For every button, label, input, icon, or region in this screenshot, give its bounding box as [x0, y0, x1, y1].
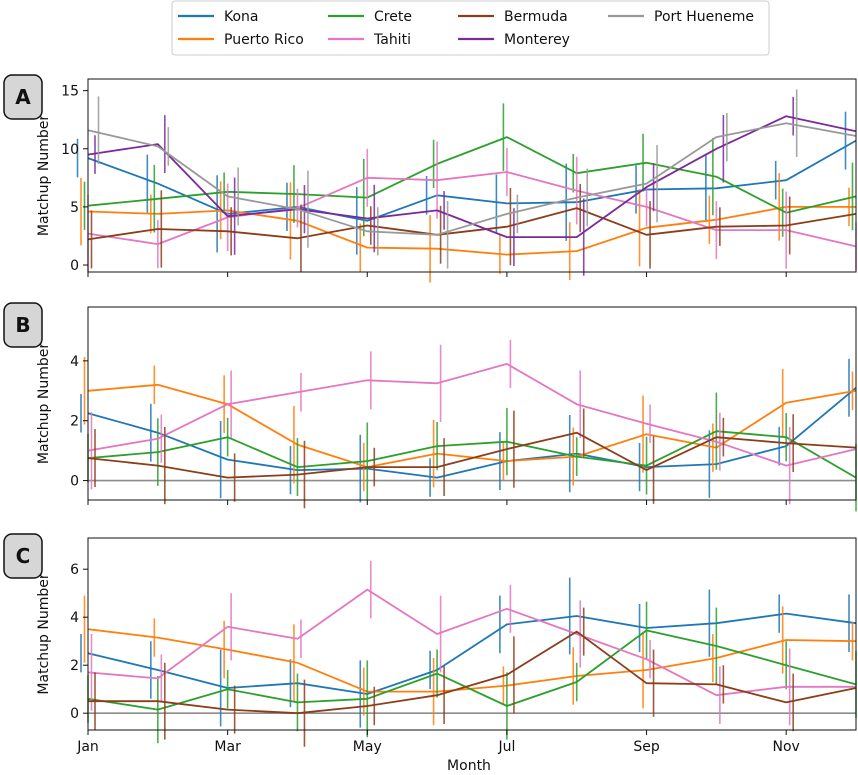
- series-monterey: [87, 96, 857, 276]
- series-line-kona: [87, 612, 857, 695]
- y-tick-label: 6: [70, 562, 79, 578]
- series-crete: [87, 392, 857, 512]
- y-tick-label: 0: [70, 258, 79, 274]
- legend-item-tahiti: Tahiti: [328, 32, 411, 48]
- series-crete: [83, 103, 857, 237]
- series-line-port-hueneme: [87, 122, 857, 236]
- x-tick-label: May: [353, 739, 382, 755]
- series-line-bermuda: [87, 207, 857, 241]
- series-line-crete: [87, 136, 857, 214]
- series-port-hueneme: [87, 89, 857, 269]
- legend-item-puerto-rico: Puerto Rico: [178, 32, 304, 48]
- series-line-tahiti: [87, 171, 857, 248]
- panel-b: 0 2 4 Matchup Number B: [3, 302, 857, 512]
- legend-label-puerto-rico: Puerto Rico: [224, 32, 304, 48]
- series-bermuda: [88, 607, 857, 747]
- series-tahiti: [87, 560, 856, 726]
- legend-item-port-hueneme: Port Hueneme: [608, 9, 754, 25]
- panel-label: B: [15, 313, 30, 337]
- legend: Kona Puerto Rico Crete Tahiti Bermuda Montere…: [171, 0, 770, 56]
- plot-frame: [87, 306, 857, 501]
- y-tick-label: 0: [70, 706, 79, 722]
- panel-label-box: [3, 533, 43, 579]
- plot-frame: [87, 537, 857, 731]
- legend-label-monterey: Monterey: [504, 32, 570, 48]
- series-line-crete: [87, 430, 857, 479]
- series-line-crete: [87, 629, 857, 711]
- series-kona: [80, 577, 857, 728]
- x-tick-label: Sep: [633, 739, 660, 755]
- legend-item-monterey: Monterey: [458, 32, 570, 48]
- series-line-puerto-rico: [87, 383, 857, 469]
- series-line-tahiti: [87, 362, 857, 467]
- panel-label-box: [3, 302, 43, 348]
- y-tick-label: 5: [70, 200, 79, 216]
- legend-label-tahiti: Tahiti: [373, 32, 411, 48]
- x-tick-label: Mar: [214, 739, 241, 755]
- x-tick-label: Jan: [76, 739, 99, 755]
- panel-c: 0 2 4 6 Jan Mar May Jul Sep Nov Matchup Number C: [3, 533, 857, 755]
- legend-label-port-hueneme: Port Hueneme: [654, 9, 754, 25]
- legend-item-bermuda: Bermuda: [458, 9, 568, 25]
- series-puerto-rico: [83, 357, 857, 492]
- panel-label: A: [15, 85, 31, 109]
- y-tick-label: 4: [70, 354, 79, 370]
- series-line-kona: [87, 387, 857, 479]
- panel-label-box: [3, 74, 43, 120]
- x-tick-label: Nov: [773, 739, 800, 755]
- panel-a: 0 5 10 15 Matchup Number A: [3, 74, 857, 283]
- legend-item-kona: Kona: [178, 9, 259, 25]
- legend-frame: [171, 0, 770, 56]
- series-tahiti: [87, 339, 857, 505]
- series-line-puerto-rico: [87, 628, 857, 693]
- y-tick-label: 2: [70, 414, 79, 430]
- x-tick-label: Jul: [497, 739, 515, 755]
- series-line-puerto-rico: [87, 205, 856, 256]
- series-line-kona: [87, 139, 857, 222]
- y-tick-label: 2: [70, 658, 79, 674]
- legend-label-crete: Crete: [374, 9, 412, 25]
- y-tick-label: 4: [70, 610, 79, 626]
- y-axis-label: Matchup Number: [36, 343, 52, 464]
- series-line-tahiti: [87, 588, 856, 697]
- series-puerto-rico: [83, 595, 857, 726]
- series-crete: [87, 601, 857, 744]
- y-axis-label: Matchup Number: [36, 573, 52, 694]
- series-line-bermuda: [88, 630, 857, 715]
- y-axis-label: Matchup Number: [36, 115, 52, 236]
- plot-frame: [87, 78, 857, 273]
- legend-label-bermuda: Bermuda: [504, 9, 568, 25]
- y-tick-label: 10: [61, 142, 79, 158]
- series-line-bermuda: [87, 431, 857, 479]
- series-bermuda: [87, 408, 857, 509]
- panel-label: C: [16, 544, 31, 568]
- series-tahiti: [87, 141, 857, 273]
- x-axis-label: Month: [447, 758, 491, 774]
- y-tick-label: 15: [61, 84, 79, 100]
- legend-item-crete: Crete: [328, 9, 412, 25]
- legend-label-kona: Kona: [224, 9, 259, 25]
- y-tick-label: 0: [70, 474, 79, 490]
